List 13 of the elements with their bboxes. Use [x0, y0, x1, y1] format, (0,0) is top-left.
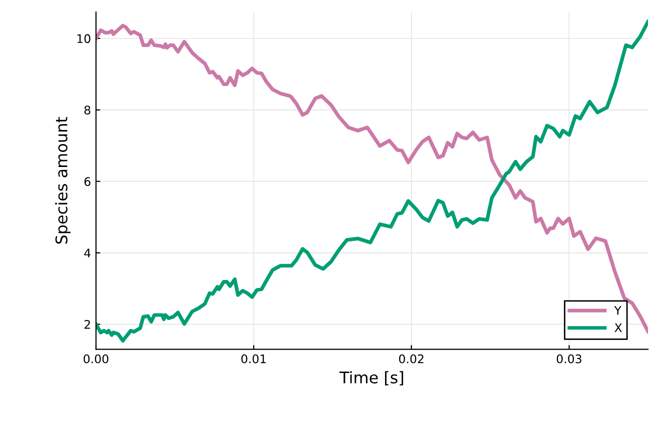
- x-tick-label: 0.03: [556, 354, 582, 364]
- x-tick-label: 0.00: [84, 354, 108, 364]
- x-tick-label: 0.01: [241, 354, 266, 364]
- x-axis-title: Time [s]: [339, 371, 404, 386]
- y-tick-label: 2: [84, 320, 90, 329]
- y-tick-label: 4: [84, 248, 90, 258]
- y-tick-label: 6: [84, 177, 90, 186]
- x-tick-label: 0.02: [399, 354, 424, 364]
- y-axis-title: Species amount: [55, 116, 71, 244]
- legend-label: X: [614, 323, 622, 332]
- y-tick-label: 10: [77, 34, 90, 44]
- legend-label: Y: [614, 306, 622, 315]
- y-tick-label: 8: [84, 106, 90, 115]
